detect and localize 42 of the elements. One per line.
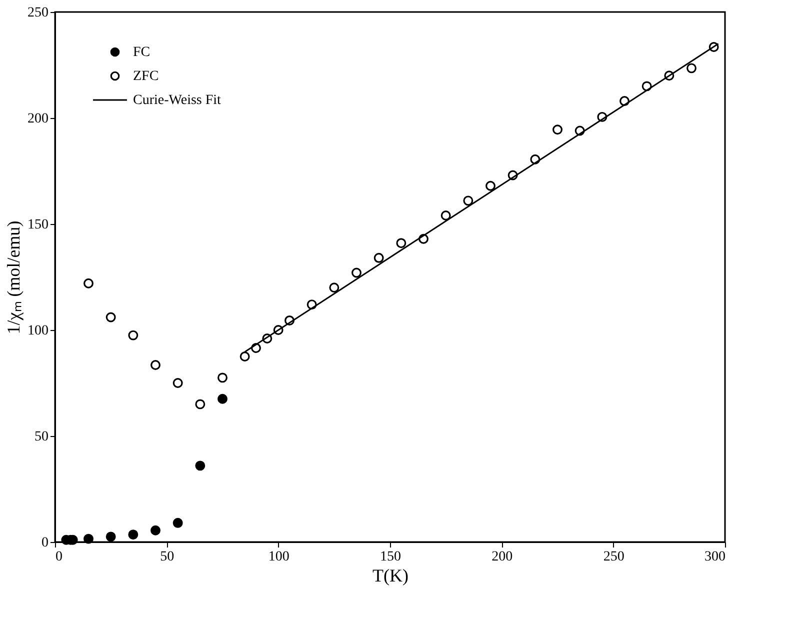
x-tick-label: 150 [380, 550, 401, 564]
point [128, 530, 138, 540]
point [463, 196, 474, 206]
x-tick-label: 100 [268, 550, 290, 564]
x-tick-label: 200 [492, 550, 513, 564]
point [374, 252, 384, 263]
point [195, 460, 206, 471]
y-tick-label: 250 [28, 6, 48, 20]
point [106, 312, 116, 322]
x-tick-label: 250 [603, 550, 624, 564]
legend-label: Curie-Weiss Fit [133, 93, 222, 108]
point [150, 360, 160, 370]
point [195, 399, 206, 410]
x-tick-label: 50 [160, 550, 174, 564]
point [128, 330, 138, 340]
point [240, 352, 250, 362]
point [352, 268, 362, 278]
point [552, 124, 562, 135]
y-axis-title: 1/χₘ (mol/emu) [4, 220, 24, 334]
point [218, 394, 228, 404]
point [172, 378, 183, 388]
point [440, 210, 451, 220]
y-tick-label: 0 [42, 536, 48, 550]
point [396, 238, 406, 248]
x-tick-label: 0 [56, 550, 62, 564]
x-tick-label: 300 [704, 550, 726, 564]
point [84, 534, 94, 544]
point [329, 282, 340, 293]
point [150, 525, 160, 536]
point [106, 532, 116, 542]
legend-label: ZFC [133, 69, 159, 84]
point [84, 278, 94, 288]
y-tick-label: 100 [28, 324, 48, 338]
x-axis-title: T(K) [372, 566, 408, 586]
point [686, 63, 696, 74]
y-tick-label: 50 [34, 430, 48, 444]
legend-label: FC [133, 45, 150, 60]
y-tick-label: 150 [28, 218, 48, 232]
point [486, 180, 496, 191]
point [218, 372, 228, 383]
point [172, 518, 183, 528]
y-tick-label: 200 [28, 112, 48, 126]
